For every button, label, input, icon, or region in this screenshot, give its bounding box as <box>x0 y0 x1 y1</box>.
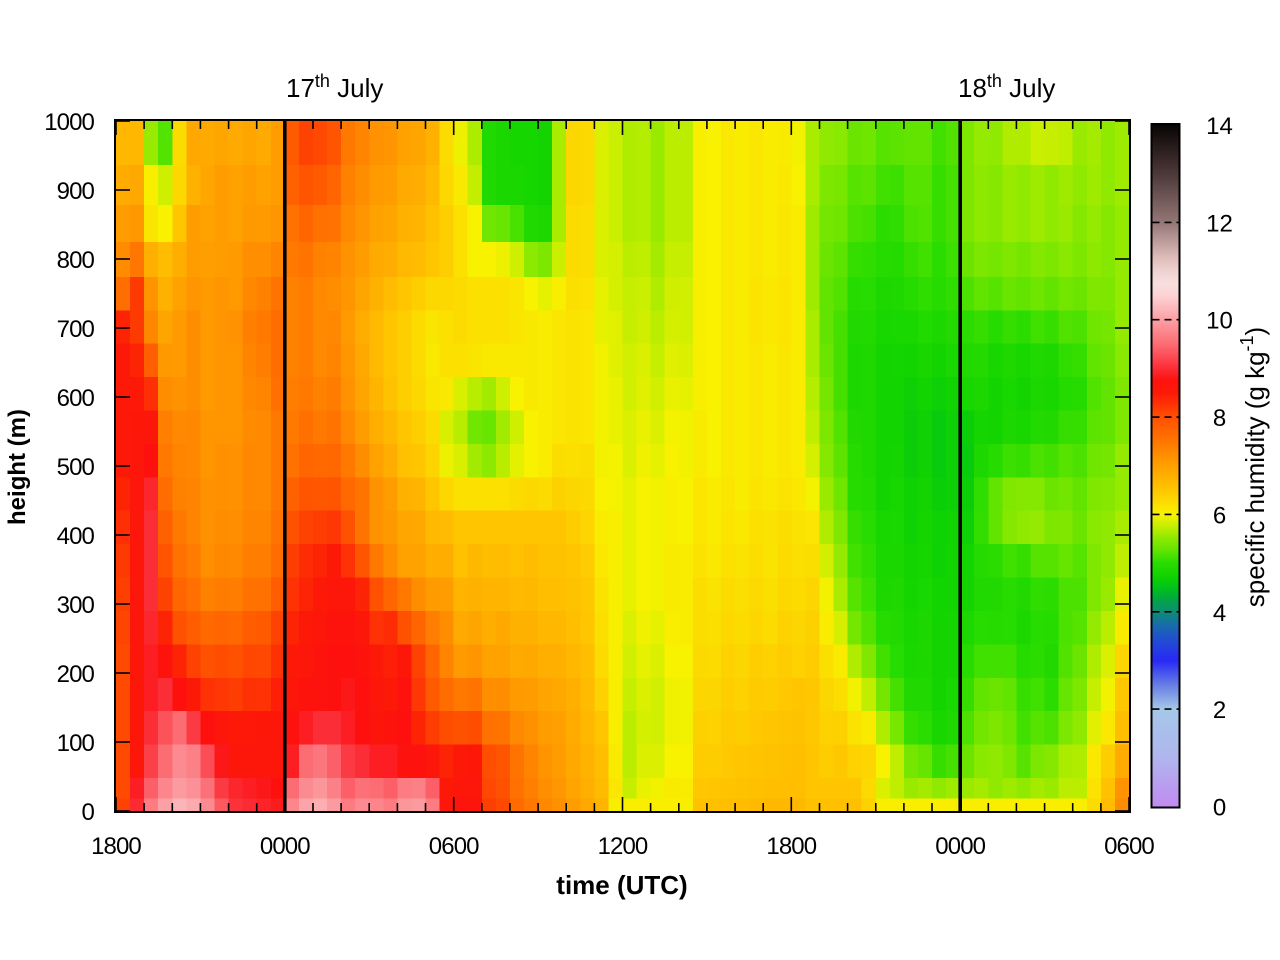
svg-text:0000: 0000 <box>260 833 310 860</box>
svg-text:0: 0 <box>82 799 95 826</box>
svg-text:4: 4 <box>1213 600 1226 627</box>
svg-text:6: 6 <box>1213 502 1226 529</box>
svg-text:900: 900 <box>57 178 95 205</box>
svg-text:1200: 1200 <box>598 833 648 860</box>
svg-text:1800: 1800 <box>91 833 141 860</box>
svg-text:500: 500 <box>57 454 95 481</box>
svg-text:600: 600 <box>57 385 95 412</box>
svg-text:14: 14 <box>1206 113 1233 140</box>
svg-text:1800: 1800 <box>766 833 816 860</box>
svg-text:200: 200 <box>57 661 95 688</box>
svg-text:800: 800 <box>57 247 95 274</box>
svg-text:0: 0 <box>1213 795 1226 822</box>
svg-text:18th July: 18th July <box>958 71 1055 103</box>
svg-text:time (UTC): time (UTC) <box>556 870 687 900</box>
svg-text:12: 12 <box>1206 210 1233 237</box>
svg-text:0000: 0000 <box>935 833 985 860</box>
svg-text:1000: 1000 <box>44 109 94 136</box>
svg-text:300: 300 <box>57 592 95 619</box>
svg-text:height (m): height (m) <box>4 409 31 525</box>
svg-text:17th July: 17th July <box>286 71 383 103</box>
svg-text:400: 400 <box>57 523 95 550</box>
svg-text:0600: 0600 <box>429 833 479 860</box>
svg-text:8: 8 <box>1213 405 1226 432</box>
svg-text:100: 100 <box>57 730 95 757</box>
svg-text:0600: 0600 <box>1104 833 1154 860</box>
svg-text:2: 2 <box>1213 697 1226 724</box>
svg-text:10: 10 <box>1206 308 1233 335</box>
svg-text:specific humidity (g kg-1): specific humidity (g kg-1) <box>1237 327 1270 607</box>
svg-text:700: 700 <box>57 316 95 343</box>
